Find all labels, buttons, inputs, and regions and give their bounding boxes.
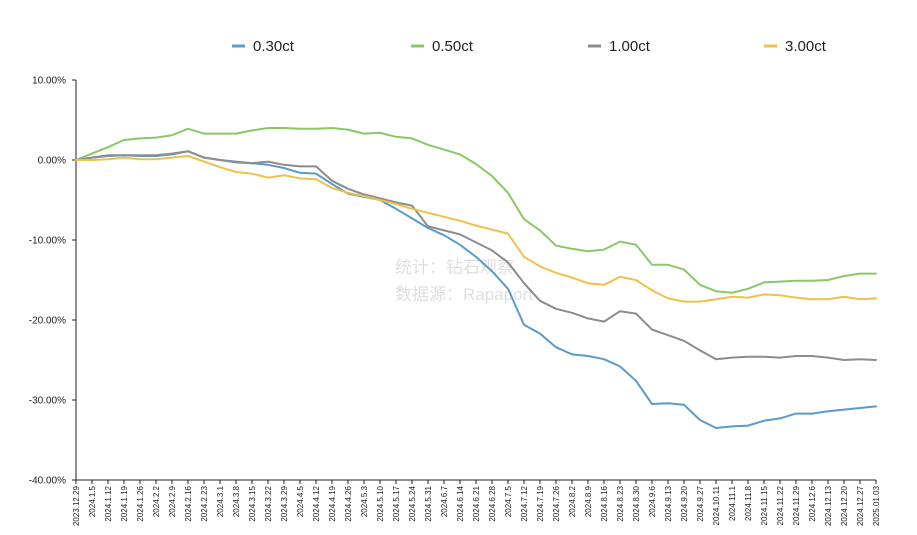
x-tick-label: 2024.2.23 xyxy=(200,485,209,521)
x-tick-label: 2024.3.22 xyxy=(264,485,273,521)
x-tick-label: 2024.5.31 xyxy=(424,485,433,521)
x-tick-label: 2024.8.9 xyxy=(584,485,593,517)
x-tick-label: 2024.5.10 xyxy=(376,485,385,521)
x-tick-label: 2024.12.20 xyxy=(840,485,849,526)
x-tick-label: 2024.6.7 xyxy=(440,485,449,517)
x-tick-label: 2024.7.5 xyxy=(504,485,513,517)
x-tick-label: 2024.6.21 xyxy=(472,485,481,521)
x-tick-label: 2025.01.03 xyxy=(872,485,881,526)
x-tick-label: 2024.9.20 xyxy=(680,485,689,521)
series-line-0.50ct xyxy=(75,127,877,294)
x-tick-label: 2024.5.24 xyxy=(408,485,417,521)
x-tick-label: 2024.1.5 xyxy=(88,485,97,517)
x-tick-label: 2024.3.8 xyxy=(232,485,241,517)
x-tick-label: 2024.12.13 xyxy=(824,485,833,526)
x-tick-label: 2024.12.27 xyxy=(856,485,865,526)
x-tick-label: 2024.3.15 xyxy=(248,485,257,521)
x-tick-label: 2024.6.28 xyxy=(488,485,497,521)
watermark-line-0: 统计：钻石观察 xyxy=(395,258,514,277)
legend-label-3.00ct: 3.00ct xyxy=(785,38,827,55)
x-tick-label: 2024.9.6 xyxy=(648,485,657,517)
x-tick-label: 2024.5.17 xyxy=(392,485,401,521)
series-line-3.00ct xyxy=(75,155,877,303)
x-tick-label: 2024.3.1 xyxy=(216,485,225,517)
x-tick-label: 2023.12.29 xyxy=(72,485,81,526)
x-tick-label: 2024.9.27 xyxy=(696,485,705,521)
x-tick-label: 2024.11.29 xyxy=(792,485,801,525)
x-tick-label: 2024.4.26 xyxy=(344,485,353,521)
legend-label-0.50ct: 0.50ct xyxy=(432,38,474,55)
legend-label-0.30ct: 0.30ct xyxy=(253,38,295,55)
legend-label-1.00ct: 1.00ct xyxy=(609,38,651,55)
y-tick-label: -40.00% xyxy=(29,476,66,487)
axes: 10.00% 0.00% -10.00% -20.00% -30.00% -40.00% 2… xyxy=(29,76,881,527)
y-tick-label: -20.00% xyxy=(29,316,66,327)
x-tick-label: 2024.2.9 xyxy=(168,485,177,517)
x-tick-label: 2024.8.16 xyxy=(600,485,609,521)
x-tick-label: 2024.11.15 xyxy=(760,485,769,525)
x-tick-label: 2024.11.8 xyxy=(744,485,753,521)
x-tick-label: 2024.11.1 xyxy=(728,485,737,521)
legend: 0.30ct 0.50ct 1.00ct 3.00ct xyxy=(232,38,827,55)
x-tick-label: 2024.11.22 xyxy=(776,485,785,525)
x-tick-label: 2024.1.19 xyxy=(120,485,129,521)
x-tick-label: 2024.1.12 xyxy=(104,485,113,521)
x-tick-label: 2024.4.12 xyxy=(312,485,321,521)
series-lines xyxy=(75,127,877,429)
x-tick-label: 2024.12.6 xyxy=(808,485,817,521)
x-tick-label: 2024.8.23 xyxy=(616,485,625,521)
watermark-line-1: 数据源：Rapaport xyxy=(395,285,533,304)
y-tick-label: -10.00% xyxy=(29,236,66,247)
x-tick-label: 2024.8.2 xyxy=(568,485,577,517)
x-tick-label: 2024.1.26 xyxy=(136,485,145,521)
series-line-1.00ct xyxy=(75,150,877,361)
x-tick-label: 2024.4.19 xyxy=(328,485,337,521)
x-tick-label: 2024.4.5 xyxy=(296,485,305,517)
x-tick-label: 2024.2.16 xyxy=(184,485,193,521)
x-tick-label: 2024.2.2 xyxy=(152,485,161,517)
x-tick-label: 2024.10.11 xyxy=(712,485,721,525)
y-tick-label: 0.00% xyxy=(38,156,66,167)
x-tick-label: 2024.6.14 xyxy=(456,485,465,521)
x-tick-label: 2024.8.30 xyxy=(632,485,641,521)
y-tick-label: -30.00% xyxy=(29,396,66,407)
x-tick-label: 2024.7.26 xyxy=(552,485,561,521)
x-tick-label: 2024.3.29 xyxy=(280,485,289,521)
y-tick-label: 10.00% xyxy=(32,76,66,87)
x-tick-label: 2024.7.19 xyxy=(536,485,545,521)
x-tick-label: 2024.9.13 xyxy=(664,485,673,521)
x-tick-label: 2024.5.3 xyxy=(360,485,369,517)
x-tick-label: 2024.7.12 xyxy=(520,485,529,521)
